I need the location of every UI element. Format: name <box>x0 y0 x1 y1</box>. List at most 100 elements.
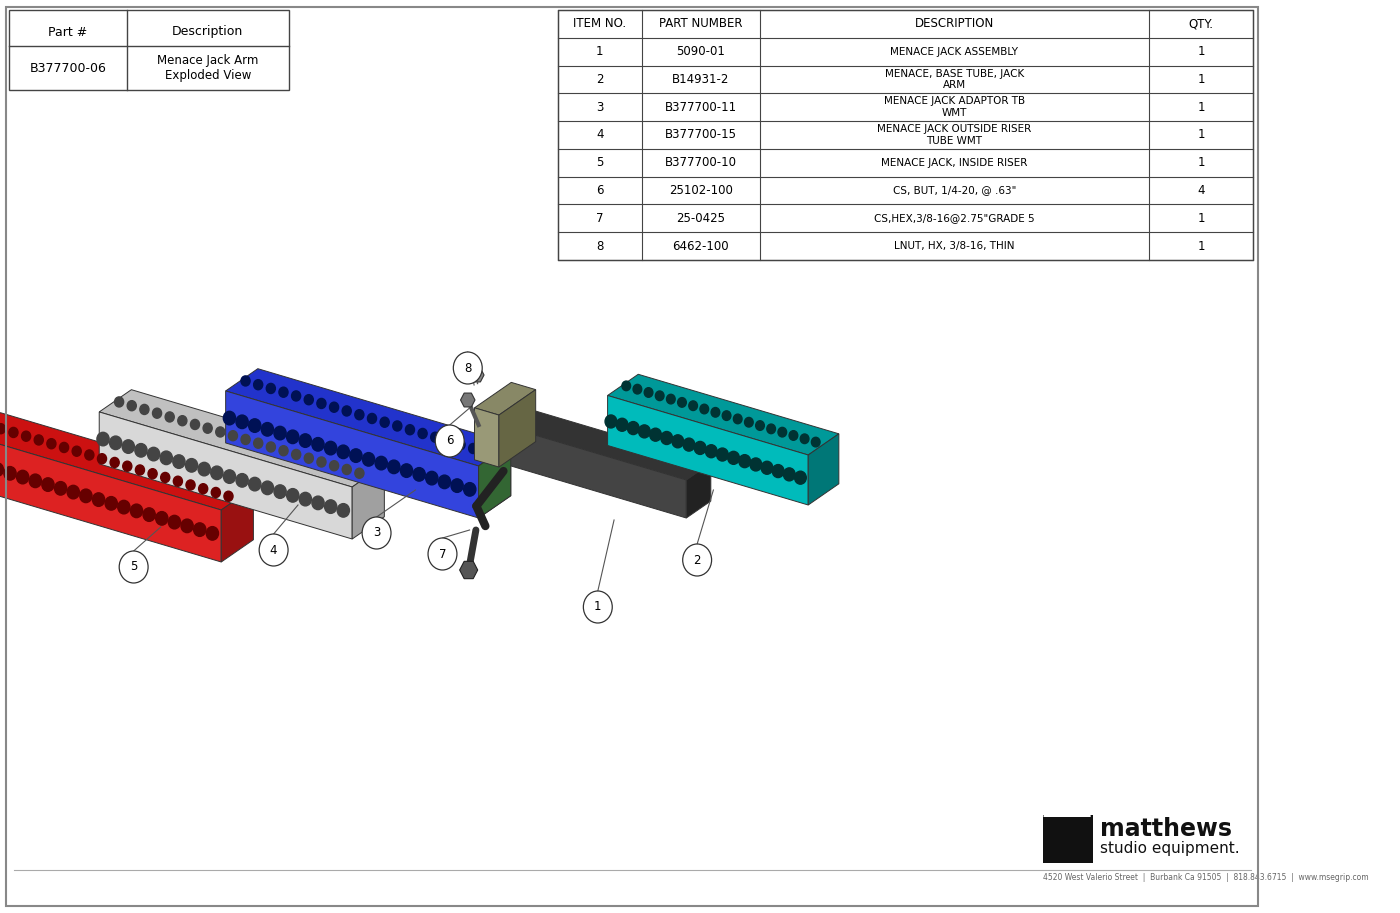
Circle shape <box>249 477 260 491</box>
Circle shape <box>745 417 753 427</box>
Circle shape <box>717 448 728 461</box>
Circle shape <box>259 534 288 566</box>
Circle shape <box>161 472 169 482</box>
Polygon shape <box>221 488 253 562</box>
Text: 1: 1 <box>1197 156 1205 169</box>
Circle shape <box>291 391 301 401</box>
Circle shape <box>119 551 148 583</box>
Circle shape <box>633 384 641 394</box>
Circle shape <box>672 435 683 447</box>
Text: 1: 1 <box>596 45 603 58</box>
Text: 7: 7 <box>596 212 603 225</box>
Polygon shape <box>475 408 498 467</box>
Wedge shape <box>1067 803 1091 817</box>
Circle shape <box>354 468 364 478</box>
Text: 1: 1 <box>1197 239 1205 253</box>
Circle shape <box>666 394 675 404</box>
Text: MENACE JACK OUTSIDE RISER
TUBE WMT: MENACE JACK OUTSIDE RISER TUBE WMT <box>878 124 1032 146</box>
Circle shape <box>165 412 174 422</box>
Circle shape <box>181 519 193 532</box>
Circle shape <box>134 444 147 457</box>
Polygon shape <box>686 463 711 518</box>
Circle shape <box>237 474 248 488</box>
Circle shape <box>329 402 339 413</box>
Circle shape <box>750 458 762 471</box>
Bar <box>559 10 1253 37</box>
Circle shape <box>694 441 706 455</box>
Circle shape <box>316 398 326 408</box>
Polygon shape <box>469 368 484 382</box>
Text: 6: 6 <box>596 184 603 197</box>
Circle shape <box>706 445 717 457</box>
Circle shape <box>627 422 640 435</box>
Circle shape <box>728 451 739 465</box>
Text: LNUT, HX, 3/8-16, THIN: LNUT, HX, 3/8-16, THIN <box>895 241 1015 251</box>
Circle shape <box>291 449 301 459</box>
Text: 4: 4 <box>1197 184 1205 197</box>
Circle shape <box>711 407 720 417</box>
Circle shape <box>354 410 364 420</box>
Circle shape <box>638 425 650 438</box>
Circle shape <box>143 508 155 521</box>
Text: 25102-100: 25102-100 <box>669 184 732 197</box>
Text: 25-0425: 25-0425 <box>676 212 725 225</box>
Text: 3: 3 <box>596 100 603 114</box>
Circle shape <box>185 458 197 472</box>
Circle shape <box>616 418 629 431</box>
Circle shape <box>700 404 708 414</box>
Circle shape <box>211 488 220 498</box>
Circle shape <box>153 408 161 418</box>
Circle shape <box>367 414 377 424</box>
Bar <box>1043 815 1092 863</box>
Text: 1: 1 <box>1197 129 1205 142</box>
Circle shape <box>300 492 311 506</box>
Circle shape <box>337 445 350 458</box>
Text: CS, BUT, 1/4-20, @ .63": CS, BUT, 1/4-20, @ .63" <box>893 185 1016 195</box>
Circle shape <box>406 425 414 435</box>
Circle shape <box>287 488 298 502</box>
Polygon shape <box>461 394 475 407</box>
Circle shape <box>127 401 136 411</box>
Circle shape <box>168 515 181 529</box>
Polygon shape <box>808 434 839 505</box>
Circle shape <box>241 376 251 386</box>
Text: 2: 2 <box>596 73 603 86</box>
Circle shape <box>655 391 664 401</box>
Circle shape <box>123 461 132 471</box>
Text: DESCRIPTION: DESCRIPTION <box>914 17 994 30</box>
Circle shape <box>241 435 251 445</box>
Circle shape <box>8 427 18 437</box>
Circle shape <box>224 470 235 483</box>
Circle shape <box>316 456 326 467</box>
Circle shape <box>644 388 652 397</box>
Circle shape <box>363 517 391 549</box>
Circle shape <box>216 427 225 437</box>
Circle shape <box>203 423 213 434</box>
Circle shape <box>337 504 350 517</box>
Circle shape <box>428 538 456 570</box>
Circle shape <box>342 465 351 475</box>
Circle shape <box>784 467 795 481</box>
Circle shape <box>237 415 248 428</box>
Text: B377700-06: B377700-06 <box>29 61 106 75</box>
Circle shape <box>174 477 182 487</box>
Text: CS,HEX,3/8-16@2.75"GRADE 5: CS,HEX,3/8-16@2.75"GRADE 5 <box>874 214 1035 224</box>
Circle shape <box>55 481 67 495</box>
Text: 4: 4 <box>596 129 603 142</box>
Circle shape <box>444 436 452 446</box>
Text: MENACE JACK, INSIDE RISER: MENACE JACK, INSIDE RISER <box>881 158 1028 168</box>
Text: MENACE, BASE TUBE, JACK
ARM: MENACE, BASE TUBE, JACK ARM <box>885 68 1023 90</box>
Circle shape <box>262 423 273 436</box>
Text: 1: 1 <box>1197 212 1205 225</box>
Text: 6462-100: 6462-100 <box>672 239 729 253</box>
Circle shape <box>375 456 388 470</box>
Circle shape <box>279 446 288 456</box>
Circle shape <box>287 430 298 444</box>
Circle shape <box>136 465 144 475</box>
Text: ITEM NO.: ITEM NO. <box>573 17 626 30</box>
Circle shape <box>469 444 477 454</box>
Circle shape <box>413 467 426 481</box>
Circle shape <box>722 411 731 420</box>
Circle shape <box>147 447 160 461</box>
Polygon shape <box>498 390 536 467</box>
